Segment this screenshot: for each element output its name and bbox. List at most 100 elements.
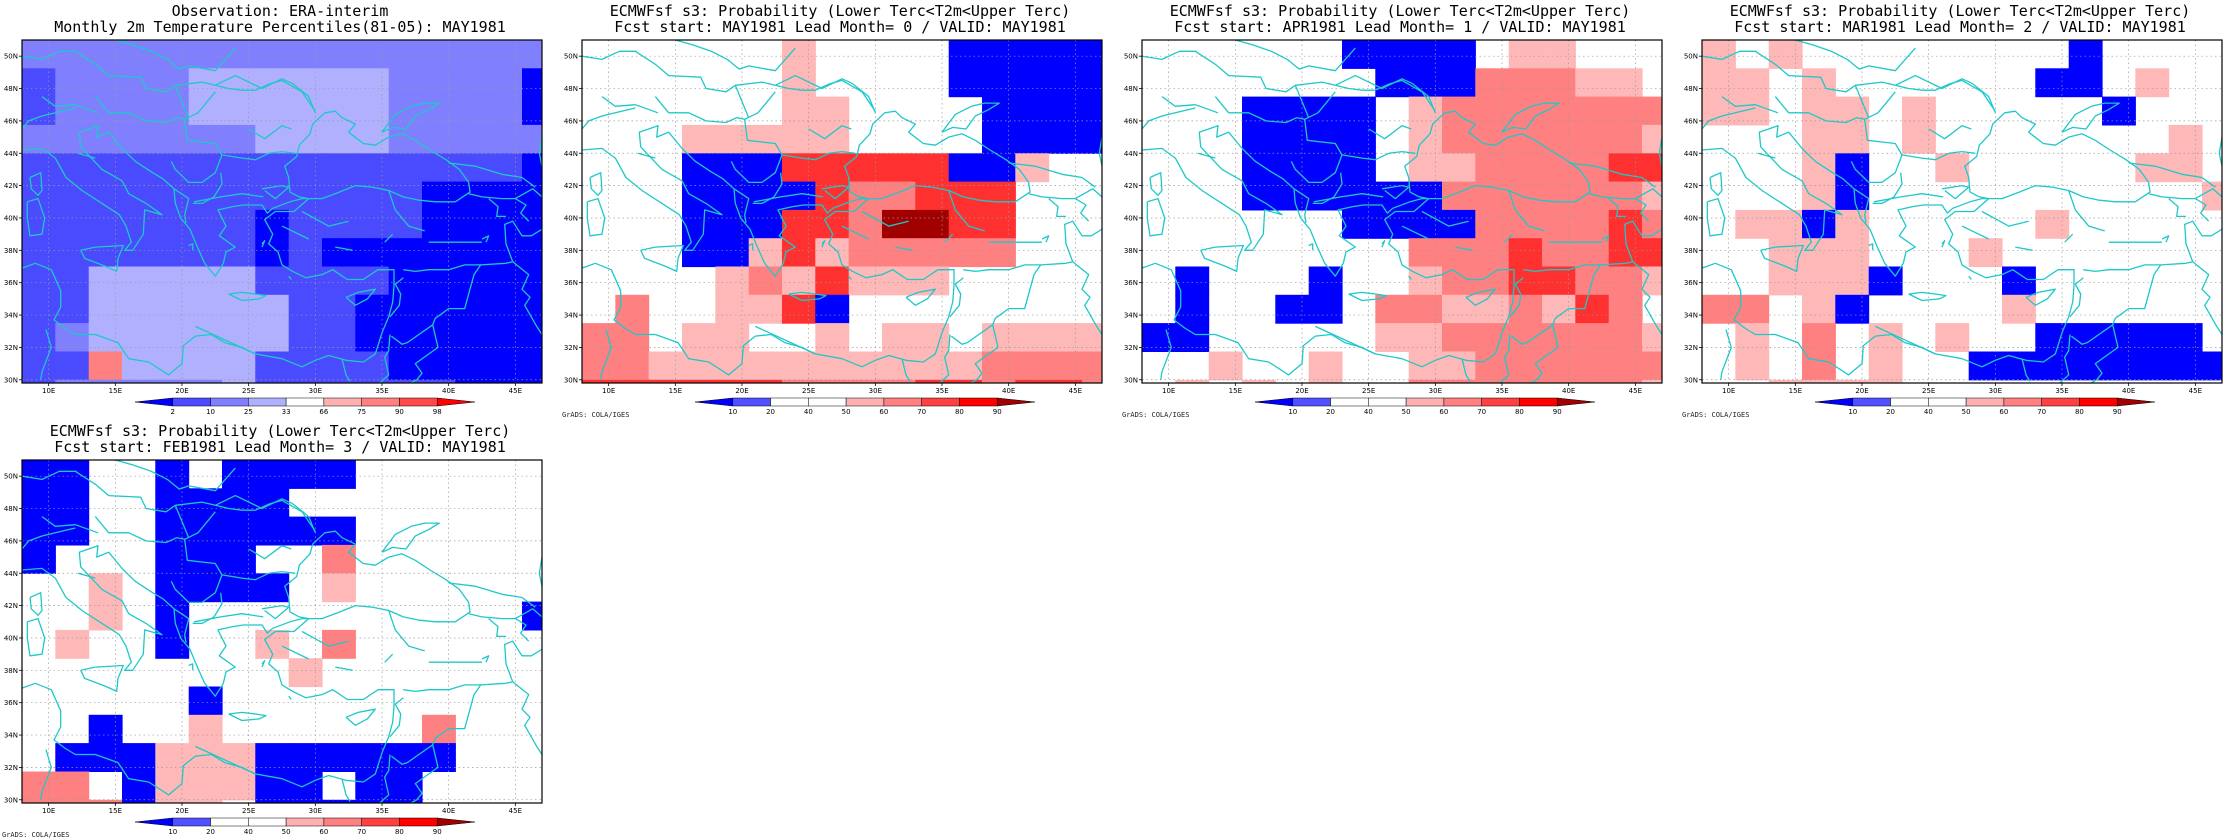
grid-cell (1475, 379, 1510, 383)
grid-cell (1475, 238, 1510, 268)
color-legend: 2 10 25 33 66 75 90 98 (134, 397, 476, 416)
legend-label: 10 (1288, 408, 1297, 416)
grid-cell (1935, 153, 1970, 183)
legend-swatch (2116, 397, 2156, 407)
coastline (2070, 264, 2162, 345)
grid-cell (1408, 68, 1443, 98)
coastline (1028, 188, 1102, 200)
grid-cell (1642, 351, 1662, 381)
grid-cell (522, 124, 542, 154)
grid-cell (1475, 153, 1510, 183)
grid-cell (1575, 379, 1610, 383)
grid-cell (522, 601, 542, 631)
grid-cell (748, 181, 783, 211)
grid-cell (1608, 266, 1643, 296)
grid-cell (1475, 68, 1510, 98)
grid-cell (1342, 209, 1376, 239)
coastline (22, 107, 76, 131)
grid-cell (188, 799, 223, 803)
coastline (281, 645, 309, 660)
legend-swatch (1852, 397, 1891, 407)
grid-cell (22, 351, 56, 381)
grid-cell (155, 124, 190, 154)
grid-cell (1175, 379, 1210, 383)
coastline (248, 545, 292, 560)
grid-cell (1702, 40, 1736, 69)
coastline (381, 102, 440, 133)
legend-swatch (134, 817, 174, 827)
coastline (1529, 324, 1559, 383)
coastline (488, 618, 506, 638)
grid-cell (1835, 266, 1870, 296)
coastline (1873, 193, 1944, 203)
legend-swatch (172, 817, 211, 827)
x-tick-label: 10E (42, 387, 55, 395)
coastline (215, 494, 316, 534)
grid-cell (155, 351, 190, 381)
grid-cell (1768, 266, 1803, 296)
grid-cell (1642, 124, 1662, 154)
grid-cell (322, 266, 356, 296)
grid-cell (1408, 181, 1443, 211)
legend-swatch (436, 817, 476, 827)
y-tick-label: 36N (1684, 279, 1698, 287)
coastline (1501, 102, 1560, 133)
grid-cell (1275, 124, 1310, 154)
grid-cell (848, 238, 883, 268)
coastline (1041, 235, 1050, 243)
grid-cell (1802, 294, 1836, 324)
grid-cell (488, 181, 523, 211)
grid-cell (88, 799, 123, 803)
grid-cell (355, 209, 390, 239)
coastline (675, 40, 796, 72)
coastline (963, 261, 1073, 273)
grid-cell (322, 294, 356, 324)
grads-credit: GrADS: COLA/IGES (1682, 411, 1750, 419)
y-tick-label: 38N (4, 247, 18, 255)
legend-label: 90 (433, 828, 442, 836)
coastline (301, 210, 349, 227)
coastline (1149, 172, 1163, 196)
grid-cell (355, 153, 390, 183)
coastline (1588, 188, 1662, 200)
y-tick-label: 34N (1684, 312, 1698, 320)
grid-cell (782, 209, 816, 239)
data-layer (582, 40, 1102, 383)
coastline (905, 288, 936, 306)
grid-cell (422, 266, 456, 296)
data-layer (22, 40, 542, 383)
grid-cell (1508, 238, 1543, 268)
coastline (861, 210, 909, 227)
grid-cell (288, 460, 323, 489)
coastline (2069, 277, 2084, 318)
grid-cell (1642, 209, 1662, 239)
coastline (949, 277, 964, 318)
grid-cell (222, 209, 256, 239)
grid-cell (1642, 379, 1662, 383)
grid-cell (422, 153, 456, 183)
grid-cell (1868, 351, 1903, 381)
coastline (261, 184, 290, 200)
coastline (1510, 264, 1602, 345)
panel-subtitle: Fcst start: MAY1981 Lead Month= 0 / VALI… (614, 18, 1066, 36)
grid-cell (322, 96, 356, 126)
grid-cell (255, 153, 290, 183)
panel-forecast-lead-1: ECMWFsf s3: Probability (Lower Terc<T2m<… (1120, 0, 1680, 420)
grid-cell (222, 124, 256, 154)
coastline (288, 275, 292, 280)
y-tick-label: 40N (4, 214, 18, 222)
grid-cell (288, 40, 323, 69)
coastline (1720, 329, 1732, 380)
coastline (188, 243, 194, 251)
legend-label: 50 (1402, 408, 1411, 416)
grid-cell (55, 460, 90, 489)
grid-cell (2202, 351, 2222, 381)
coastline (1294, 85, 1310, 118)
grid-cell (1608, 294, 1643, 324)
coastline (1928, 125, 1972, 140)
y-tick-label: 30N (1124, 376, 1138, 384)
grid-cell (1702, 294, 1736, 324)
grid-cell (2135, 153, 2170, 183)
coastline (41, 96, 99, 114)
coastline (261, 604, 290, 620)
